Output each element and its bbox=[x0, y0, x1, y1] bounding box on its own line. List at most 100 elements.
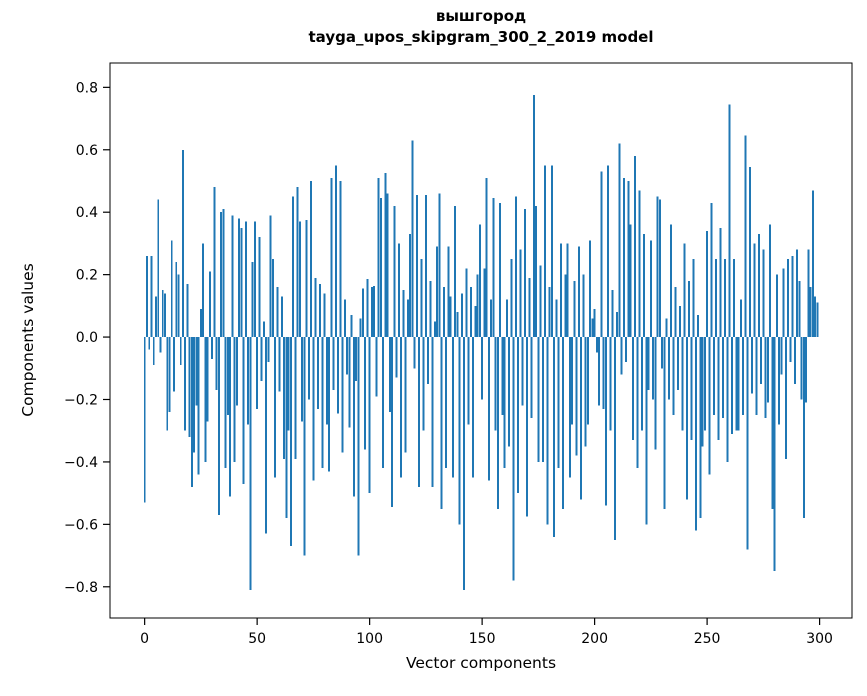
bar bbox=[451, 337, 454, 478]
bar bbox=[368, 337, 371, 494]
bar bbox=[744, 135, 747, 338]
bar bbox=[688, 280, 691, 338]
y-tick-label: 0.8 bbox=[76, 80, 98, 96]
bar bbox=[600, 171, 603, 338]
bar bbox=[708, 337, 711, 475]
bar bbox=[440, 337, 443, 509]
bar bbox=[233, 337, 236, 462]
bar bbox=[501, 337, 504, 416]
bar bbox=[663, 337, 666, 509]
bar bbox=[692, 259, 695, 338]
x-tick-label: 200 bbox=[581, 631, 608, 647]
bar bbox=[598, 337, 601, 406]
bar bbox=[321, 337, 324, 469]
bar bbox=[467, 337, 470, 425]
bar bbox=[422, 337, 425, 431]
bar bbox=[355, 337, 358, 381]
bar bbox=[526, 337, 529, 517]
bar bbox=[413, 337, 416, 369]
bar bbox=[726, 337, 729, 462]
bar bbox=[807, 249, 810, 338]
bar bbox=[559, 243, 562, 338]
bar bbox=[517, 337, 520, 494]
bar bbox=[395, 337, 398, 378]
bar bbox=[712, 337, 715, 416]
bar bbox=[229, 337, 232, 497]
bar bbox=[402, 290, 405, 338]
bar bbox=[296, 187, 299, 338]
bar bbox=[595, 337, 598, 353]
bar bbox=[226, 337, 229, 416]
bar bbox=[717, 337, 720, 441]
plot-area-spines bbox=[109, 62, 853, 619]
bar bbox=[332, 337, 335, 391]
bar bbox=[730, 337, 733, 434]
bar bbox=[760, 337, 763, 384]
bar bbox=[681, 337, 684, 431]
bar bbox=[251, 262, 254, 338]
bar bbox=[303, 337, 306, 556]
chart-title-model: tayga_upos_skipgram_300_2_2019 model bbox=[308, 27, 654, 46]
bar bbox=[404, 337, 407, 453]
bar bbox=[310, 180, 313, 338]
bar bbox=[244, 221, 247, 338]
bar bbox=[796, 249, 798, 338]
bar bbox=[366, 279, 369, 338]
bar bbox=[748, 166, 751, 338]
bar bbox=[262, 321, 265, 338]
bar bbox=[173, 337, 175, 392]
bar bbox=[445, 337, 448, 469]
x-tick-label: 250 bbox=[694, 631, 721, 647]
bar bbox=[406, 299, 409, 338]
bar bbox=[715, 259, 718, 338]
bar bbox=[656, 196, 659, 338]
bar bbox=[247, 337, 250, 425]
bar bbox=[782, 268, 785, 338]
bar bbox=[253, 221, 256, 338]
bar bbox=[719, 227, 722, 338]
bar bbox=[463, 337, 466, 590]
bar bbox=[337, 337, 340, 414]
bar bbox=[483, 268, 486, 338]
bar bbox=[798, 280, 801, 338]
bar bbox=[521, 337, 524, 406]
bar bbox=[465, 268, 468, 338]
x-tick-label: 0 bbox=[140, 631, 149, 647]
bar bbox=[175, 262, 178, 338]
bar bbox=[204, 337, 207, 462]
bar bbox=[631, 337, 634, 441]
bar bbox=[670, 224, 673, 338]
bar bbox=[195, 337, 198, 406]
bar bbox=[197, 337, 200, 475]
bar bbox=[168, 337, 171, 412]
bar bbox=[676, 337, 679, 391]
bar bbox=[562, 337, 565, 509]
bar bbox=[672, 337, 675, 416]
bar bbox=[703, 337, 706, 431]
bar bbox=[325, 337, 328, 425]
bar bbox=[449, 296, 452, 338]
bar bbox=[699, 337, 702, 519]
bar bbox=[528, 277, 531, 338]
bar bbox=[323, 293, 326, 338]
bar bbox=[573, 280, 576, 338]
bar bbox=[652, 337, 655, 400]
bar bbox=[481, 337, 484, 400]
bar bbox=[737, 337, 740, 431]
bar bbox=[809, 287, 812, 338]
bar bbox=[532, 95, 535, 338]
bar bbox=[231, 215, 234, 338]
bar bbox=[472, 337, 475, 478]
bar bbox=[625, 337, 628, 363]
bar bbox=[793, 337, 796, 384]
bar bbox=[294, 337, 297, 459]
bar bbox=[292, 196, 295, 338]
bar bbox=[546, 337, 549, 525]
bar bbox=[485, 177, 488, 338]
bar bbox=[607, 165, 610, 338]
bar bbox=[382, 337, 385, 469]
y-tick-label: −0.4 bbox=[64, 455, 98, 471]
bar bbox=[280, 296, 283, 338]
bar bbox=[780, 337, 783, 375]
bar bbox=[539, 265, 542, 338]
